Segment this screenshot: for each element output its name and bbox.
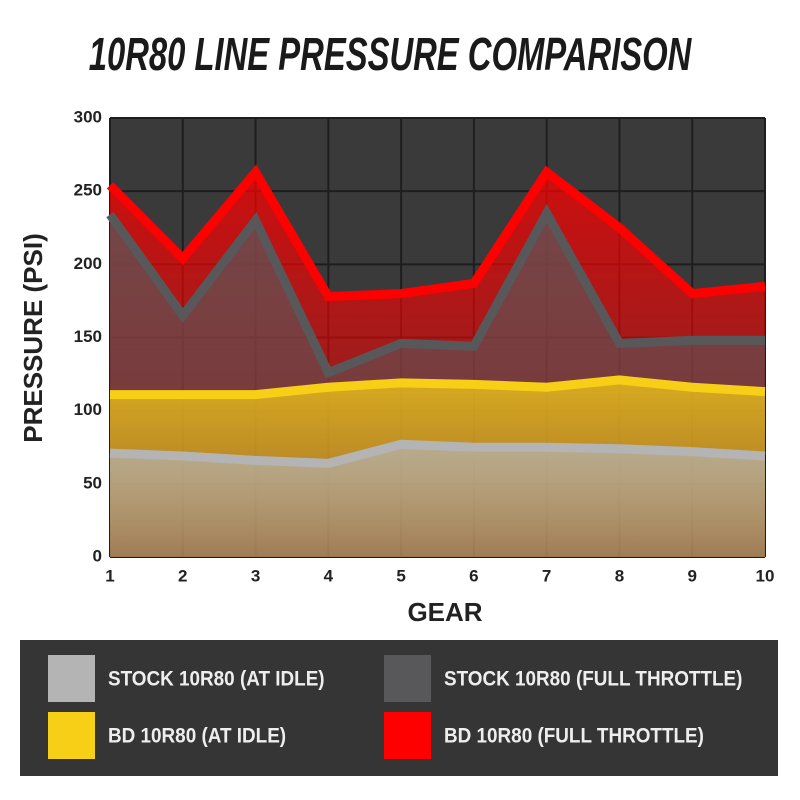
- y-tick-label: 50: [83, 473, 102, 492]
- chart-title: 10R80 LINE PRESSURE COMPARISON: [89, 30, 692, 81]
- x-tick-label: 9: [687, 566, 696, 585]
- legend-label: BD 10R80 (FULL THROTTLE): [444, 725, 704, 748]
- x-tick-label: 3: [251, 566, 260, 585]
- legend-swatch: [384, 655, 431, 702]
- area: [110, 444, 765, 557]
- line: [109, 439, 766, 468]
- x-tick-label: 10: [756, 566, 775, 585]
- legend-label: STOCK 10R80 (FULL THROTTLE): [444, 668, 742, 691]
- y-axis-label: PRESSURE (PSI): [18, 233, 48, 443]
- y-tick-label: 250: [74, 181, 102, 200]
- legend-label: BD 10R80 (AT IDLE): [108, 725, 286, 748]
- y-tick-label: 300: [74, 107, 102, 126]
- y-tick-label: 0: [93, 546, 102, 565]
- legend-swatch: [384, 712, 431, 759]
- line: [106, 203, 765, 379]
- x-tick-label: 5: [396, 566, 405, 585]
- legend-label: STOCK 10R80 (AT IDLE): [108, 668, 325, 691]
- x-tick-label: 6: [469, 566, 478, 585]
- x-tick-label: 7: [542, 566, 551, 585]
- line: [110, 375, 766, 400]
- x-tick-label: 8: [615, 566, 624, 585]
- line: [106, 164, 766, 302]
- y-tick-label: 150: [74, 327, 102, 346]
- x-tick-label: 4: [324, 566, 334, 585]
- legend-swatch: [48, 655, 95, 702]
- x-tick-label: 1: [105, 566, 114, 585]
- y-tick-label: 200: [74, 254, 102, 273]
- y-tick-label: 100: [74, 400, 102, 419]
- x-tick-label: 2: [178, 566, 187, 585]
- legend-swatch: [48, 712, 95, 759]
- x-axis-label: GEAR: [407, 597, 482, 627]
